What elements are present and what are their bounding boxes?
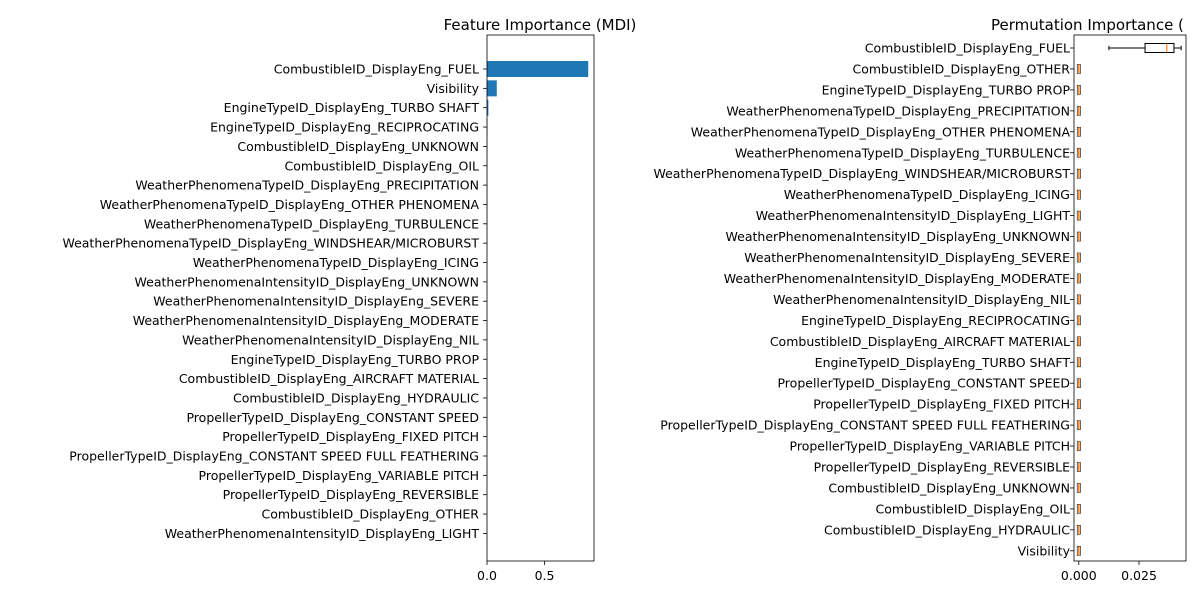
- mdi-y-tick-label: CombustibleID_DisplayEng_HYDRAULIC: [233, 390, 479, 405]
- permutation-x-tick-label: 0.000: [1061, 568, 1097, 583]
- permutation-box: [1108, 43, 1182, 53]
- mdi-y-tick-label: PropellerTypeID_DisplayEng_CONSTANT SPEE…: [186, 410, 479, 425]
- permutation-y-tick-label: WeatherPhenomenaTypeID_DisplayEng_ICING: [784, 187, 1070, 202]
- permutation-y-tick-label: WeatherPhenomenaIntensityID_DisplayEng_N…: [773, 292, 1070, 307]
- mdi-y-tick-label: CombustibleID_DisplayEng_FUEL: [274, 62, 479, 77]
- mdi-y-tick-label: Visibility: [427, 81, 480, 96]
- permutation-axes-frame: [1073, 34, 1187, 562]
- mdi-y-tick-label: PropellerTypeID_DisplayEng_REVERSIBLE: [223, 487, 479, 502]
- permutation-box: [1076, 420, 1081, 430]
- permutation-box: [1076, 357, 1081, 368]
- permutation-box: [1076, 378, 1081, 389]
- mdi-chart: Feature Importance (MDI) CombustibleID_D…: [62, 16, 636, 583]
- permutation-box: [1076, 189, 1081, 200]
- permutation-box: [1076, 147, 1081, 158]
- permutation-box: [1076, 168, 1081, 179]
- mdi-y-tick-label: PropellerTypeID_DisplayEng_VARIABLE PITC…: [199, 468, 479, 483]
- permutation-y-tick-label: CombustibleID_DisplayEng_OTHER: [853, 61, 1071, 76]
- mdi-chart-title: Feature Importance (MDI): [444, 16, 637, 34]
- mdi-plot-area: CombustibleID_DisplayEng_FUEL Visibility E…: [62, 34, 595, 583]
- permutation-y-tick-label: CombustibleID_DisplayEng_AIRCRAFT MATERI…: [770, 334, 1070, 349]
- mdi-y-tick-label: CombustibleID_DisplayEng_AIRCRAFT MATERI…: [179, 371, 479, 386]
- permutation-y-tick-label: PropellerTypeID_DisplayEng_VARIABLE PITC…: [790, 439, 1070, 454]
- mdi-y-tick-label: WeatherPhenomenaIntensityID_DisplayEng_M…: [133, 313, 479, 328]
- mdi-y-tick-label: CombustibleID_DisplayEng_OIL: [284, 158, 479, 173]
- permutation-box: [1076, 210, 1081, 221]
- mdi-y-tick-label: PropellerTypeID_DisplayEng_CONSTANT SPEE…: [69, 449, 479, 464]
- mdi-y-tick-label: WeatherPhenomenaTypeID_DisplayEng_WINDSH…: [62, 236, 479, 251]
- permutation-chart-title: Permutation Importance (: [991, 16, 1184, 34]
- permutation-y-tick-label: CombustibleID_DisplayEng_FUEL: [865, 41, 1070, 56]
- permutation-box: [1076, 85, 1081, 95]
- permutation-box: [1076, 399, 1081, 409]
- permutation-y-tick-label: WeatherPhenomenaTypeID_DisplayEng_OTHER …: [691, 124, 1071, 139]
- permutation-box: [1076, 483, 1081, 493]
- permutation-box: [1076, 462, 1081, 472]
- permutation-iqr-box: [1144, 43, 1175, 53]
- permutation-box: [1076, 525, 1081, 535]
- permutation-y-tick-label: PropellerTypeID_DisplayEng_FIXED PITCH: [813, 397, 1070, 412]
- mdi-y-tick-label: EngineTypeID_DisplayEng_TURBO PROP: [231, 352, 480, 367]
- mdi-y-tick-label: EngineTypeID_DisplayEng_RECIPROCATING: [210, 120, 479, 135]
- permutation-y-tick-label: EngineTypeID_DisplayEng_TURBO PROP: [822, 82, 1071, 97]
- mdi-y-tick-label: WeatherPhenomenaTypeID_DisplayEng_OTHER …: [100, 197, 480, 212]
- permutation-y-tick-label: WeatherPhenomenaTypeID_DisplayEng_PRECIP…: [726, 103, 1070, 118]
- permutation-y-tick-label: WeatherPhenomenaIntensityID_DisplayEng_S…: [744, 250, 1070, 265]
- permutation-y-tick-label: WeatherPhenomenaTypeID_DisplayEng_WINDSH…: [653, 166, 1070, 181]
- permutation-y-tick-label: PropellerTypeID_DisplayEng_CONSTANT SPEE…: [660, 418, 1070, 433]
- permutation-y-tick-label: WeatherPhenomenaIntensityID_DisplayEng_M…: [724, 271, 1070, 286]
- permutation-box: [1076, 231, 1081, 242]
- permutation-y-tick-label: PropellerTypeID_DisplayEng_REVERSIBLE: [814, 460, 1070, 475]
- permutation-box: [1076, 106, 1081, 116]
- mdi-y-tick-label: CombustibleID_DisplayEng_OTHER: [262, 507, 480, 522]
- mdi-y-tick-label: WeatherPhenomenaTypeID_DisplayEng_TURBUL…: [144, 216, 479, 231]
- mdi-y-tick-label: WeatherPhenomenaTypeID_DisplayEng_PRECIP…: [135, 178, 479, 193]
- permutation-y-tick-label: Visibility: [1018, 543, 1071, 558]
- permutation-y-tick-label: EngineTypeID_DisplayEng_RECIPROCATING: [801, 313, 1070, 328]
- permutation-x-tick-label: 0.025: [1121, 568, 1157, 583]
- mdi-bar: [487, 80, 497, 97]
- permutation-box: [1076, 273, 1081, 284]
- mdi-axes-frame: [486, 34, 595, 562]
- permutation-box: [1076, 545, 1081, 556]
- mdi-bar: [487, 99, 489, 116]
- permutation-box: [1076, 315, 1081, 326]
- mdi-y-tick-label: PropellerTypeID_DisplayEng_FIXED PITCH: [222, 429, 479, 444]
- mdi-y-tick-label: WeatherPhenomenaIntensityID_DisplayEng_U…: [135, 274, 479, 289]
- mdi-y-tick-label: WeatherPhenomenaIntensityID_DisplayEng_N…: [182, 332, 479, 347]
- permutation-y-tick-label: WeatherPhenomenaIntensityID_DisplayEng_U…: [726, 229, 1070, 244]
- permutation-box: [1076, 336, 1081, 347]
- mdi-y-tick-label: CombustibleID_DisplayEng_UNKNOWN: [237, 139, 479, 154]
- mdi-x-tick-label: 0.0: [477, 568, 497, 583]
- permutation-y-tick-label: WeatherPhenomenaIntensityID_DisplayEng_L…: [756, 208, 1071, 223]
- mdi-y-tick-label: WeatherPhenomenaIntensityID_DisplayEng_S…: [153, 294, 479, 309]
- permutation-box: [1076, 64, 1081, 74]
- permutation-y-tick-label: CombustibleID_DisplayEng_HYDRAULIC: [824, 522, 1070, 537]
- permutation-y-tick-label: PropellerTypeID_DisplayEng_CONSTANT SPEE…: [777, 376, 1070, 391]
- permutation-box: [1076, 127, 1081, 137]
- permutation-y-tick-label: CombustibleID_DisplayEng_UNKNOWN: [828, 480, 1070, 495]
- mdi-bar: [487, 61, 589, 77]
- mdi-x-tick-label: 0.5: [535, 568, 555, 583]
- permutation-box: [1076, 504, 1081, 514]
- permutation-box: [1076, 441, 1081, 451]
- mdi-y-tick-label: EngineTypeID_DisplayEng_TURBO SHAFT: [224, 100, 480, 115]
- mdi-y-tick-label: WeatherPhenomenaTypeID_DisplayEng_ICING: [193, 255, 479, 270]
- permutation-box: [1076, 252, 1081, 263]
- permutation-box: [1076, 294, 1081, 305]
- mdi-y-tick-label: WeatherPhenomenaIntensityID_DisplayEng_L…: [165, 526, 480, 541]
- permutation-y-tick-label: CombustibleID_DisplayEng_OIL: [875, 501, 1070, 516]
- permutation-plot-area: CombustibleID_DisplayEng_FUEL Combustible…: [653, 34, 1187, 583]
- permutation-chart: Permutation Importance ( CombustibleID_D…: [653, 16, 1187, 583]
- permutation-y-tick-label: EngineTypeID_DisplayEng_TURBO SHAFT: [815, 355, 1071, 370]
- permutation-y-tick-label: WeatherPhenomenaTypeID_DisplayEng_TURBUL…: [735, 145, 1070, 160]
